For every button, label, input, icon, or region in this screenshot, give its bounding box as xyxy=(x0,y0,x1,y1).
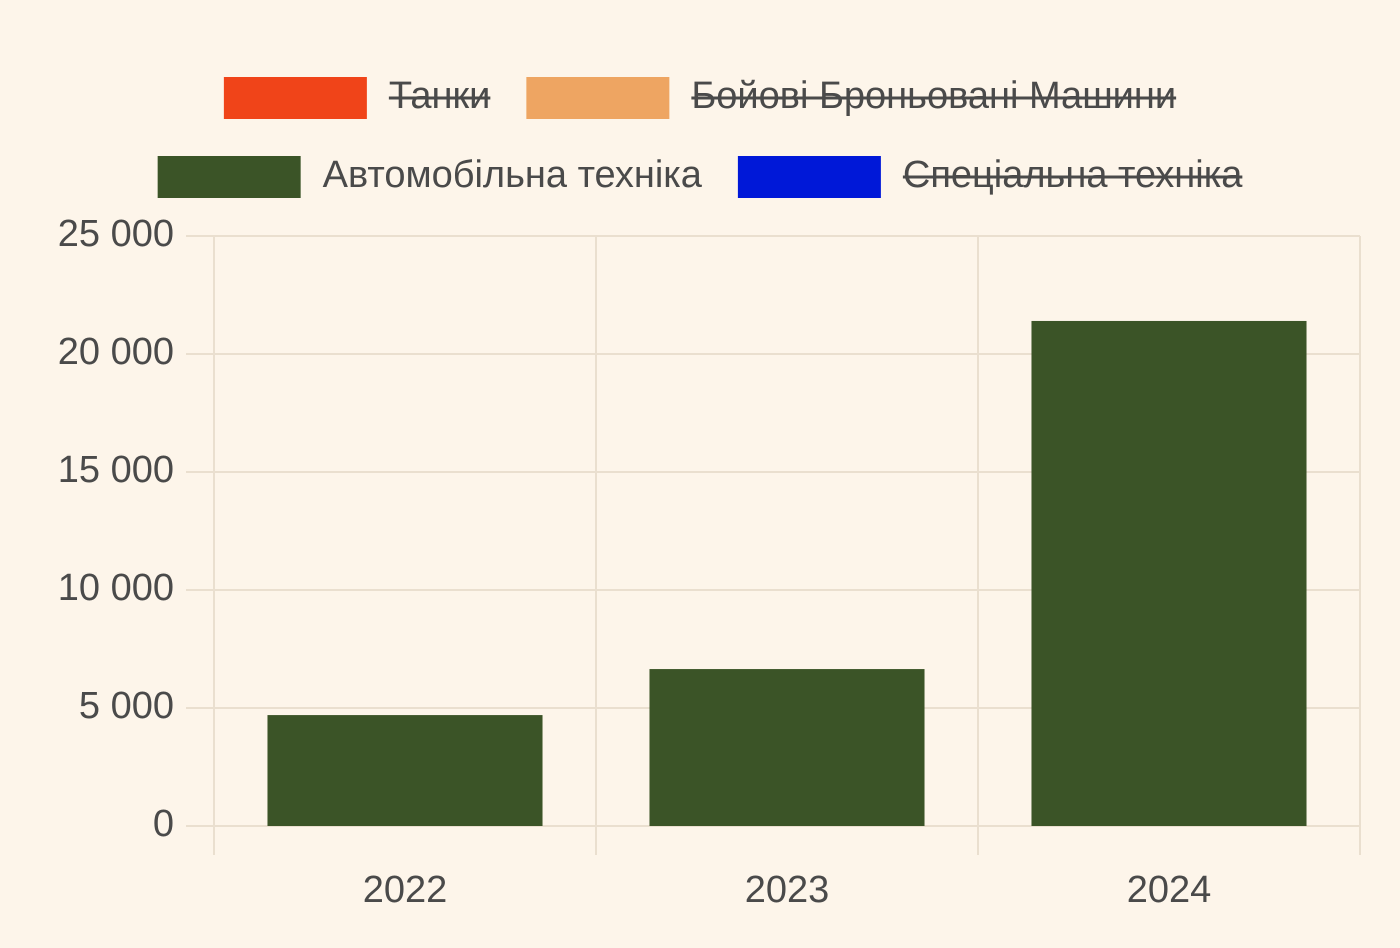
legend-label: Бойові Броньовані Машини xyxy=(691,75,1176,117)
bar xyxy=(267,715,543,826)
y-tick-label: 15 000 xyxy=(58,449,174,491)
legend-swatch[interactable] xyxy=(737,156,881,198)
y-tick-label: 0 xyxy=(153,803,174,845)
x-tick-label: 2024 xyxy=(1127,869,1212,911)
legend-label: Танки xyxy=(389,75,490,117)
y-tick-label: 10 000 xyxy=(58,567,174,609)
x-tick-label: 2023 xyxy=(745,869,830,911)
y-tick-label: 20 000 xyxy=(58,331,174,373)
x-tick-label: 2022 xyxy=(363,869,448,911)
legend-swatch[interactable] xyxy=(223,77,367,119)
legend-label: Автомобільна техніка xyxy=(323,154,703,196)
bar xyxy=(649,669,925,826)
y-tick-label: 5 000 xyxy=(79,685,174,727)
bar xyxy=(1031,320,1307,826)
legend-label: Спеціальна техніка xyxy=(903,154,1243,196)
y-tick-label: 25 000 xyxy=(58,213,174,255)
legend-swatch[interactable] xyxy=(526,77,670,119)
legend-swatch[interactable] xyxy=(157,156,301,198)
